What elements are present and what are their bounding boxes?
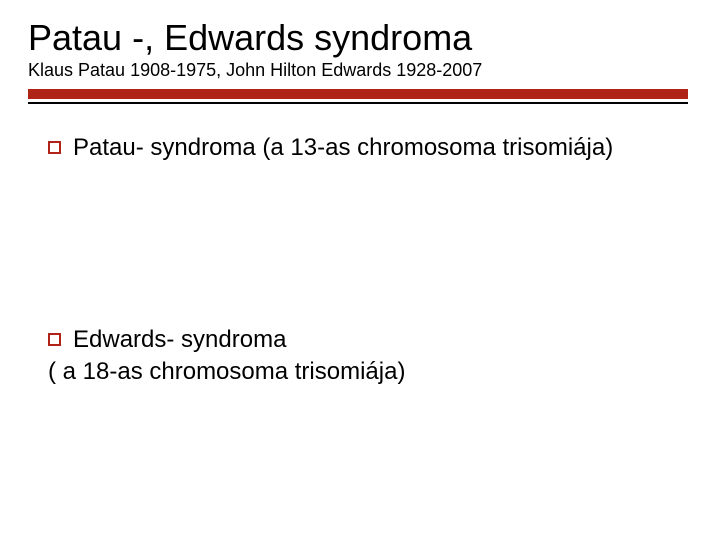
bullet-square-icon bbox=[48, 141, 61, 154]
spacer bbox=[48, 164, 682, 324]
plain-text-line: ( a 18-as chromosoma trisomiája) bbox=[48, 356, 682, 388]
slide-subtitle: Klaus Patau 1908-1975, John Hilton Edwar… bbox=[28, 60, 692, 81]
bullet-text: Edwards- syndroma bbox=[73, 324, 286, 356]
slide: Patau -, Edwards syndroma Klaus Patau 19… bbox=[0, 0, 720, 540]
underline-red-bar bbox=[28, 89, 688, 99]
underline-thin-bar bbox=[28, 102, 688, 104]
list-item: Patau- syndroma (a 13-as chromosoma tris… bbox=[48, 132, 682, 164]
bullet-text: Patau- syndroma (a 13-as chromosoma tris… bbox=[73, 132, 613, 164]
slide-content: Patau- syndroma (a 13-as chromosoma tris… bbox=[28, 132, 692, 389]
bullet-square-icon bbox=[48, 333, 61, 346]
list-item: Edwards- syndroma bbox=[48, 324, 682, 356]
slide-title: Patau -, Edwards syndroma bbox=[28, 18, 692, 58]
title-underline bbox=[28, 89, 688, 104]
